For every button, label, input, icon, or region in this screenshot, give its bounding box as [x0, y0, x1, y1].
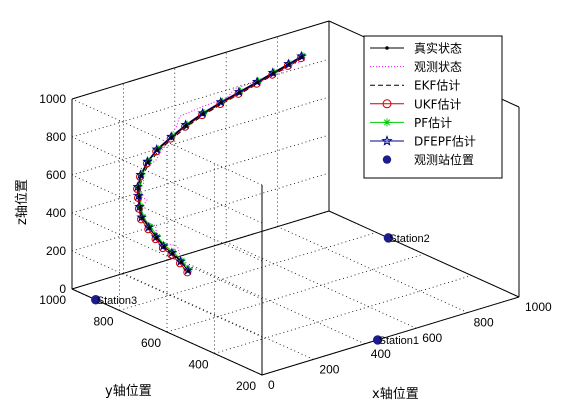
grid-line-z-back — [71, 210, 330, 290]
true-state-marker — [219, 100, 223, 105]
y-axis-label: y轴位置 — [105, 384, 152, 399]
station-label: Station1 — [379, 335, 419, 347]
z-tick-label: 1000 — [39, 92, 66, 106]
legend-label: 观测状态 — [414, 60, 462, 74]
legend-item: DFEPF估计 — [370, 135, 476, 149]
true-state-marker — [147, 226, 151, 230]
true-state-marker — [146, 160, 150, 164]
true-state-marker — [154, 236, 159, 240]
grid-line-y-floor — [166, 253, 425, 333]
true-state-marker — [137, 194, 141, 198]
true-state-marker — [162, 245, 166, 249]
dfepf-estimate-line — [137, 55, 302, 271]
legend-box — [363, 35, 503, 179]
x-tick-label: 200 — [319, 362, 339, 376]
tick-labels: 0200400600800100020040060080010000200400… — [39, 92, 552, 393]
z-tick-label: 200 — [46, 244, 66, 258]
legend-label: DFEPF估计 — [414, 135, 476, 149]
legend-item: UKF估计 — [370, 97, 462, 111]
y-tick-label: 400 — [188, 358, 208, 372]
legend-label: UKF估计 — [414, 97, 462, 111]
true-state-marker — [271, 71, 275, 75]
true-state-marker — [237, 90, 242, 94]
ukf-estimate-line — [136, 57, 302, 273]
grid-line-z-side — [71, 174, 263, 262]
x-tick-label: 400 — [371, 347, 391, 361]
true-state-line — [137, 56, 303, 272]
x-tick-label: 600 — [422, 331, 442, 345]
legend-label: PF估计 — [414, 116, 452, 130]
grid-line-z-back — [71, 172, 330, 252]
grid-line-x-floor — [123, 273, 314, 360]
legend-item: 真实状态 — [370, 41, 462, 56]
y-tick-label: 600 — [141, 336, 161, 350]
legend-item: PF估计 — [370, 116, 452, 130]
z-tick-label: 400 — [46, 206, 66, 220]
z-tick-label: 800 — [46, 130, 66, 144]
legend-item: 观测站位置 — [382, 152, 474, 167]
station-label: Station2 — [389, 233, 429, 245]
grid-line-z-back — [71, 58, 330, 138]
trajectory-curves — [132, 50, 307, 277]
legend-label: 观测站位置 — [414, 152, 474, 167]
grid-line-z-side — [71, 250, 263, 338]
z-tick-label: 600 — [46, 168, 66, 182]
grid-line-x-floor — [277, 226, 468, 313]
grid-line-y-floor — [214, 275, 472, 354]
grid-line-y-floor — [119, 232, 377, 311]
legend-label: EKF估计 — [414, 79, 460, 93]
true-state-marker — [186, 269, 190, 273]
station-marker — [372, 335, 383, 345]
x-tick-label: 0 — [268, 378, 275, 392]
true-state-marker — [136, 185, 140, 189]
grid-line-z-back — [71, 134, 330, 214]
z-axis-label: z轴位置 — [15, 179, 30, 225]
true-state-marker — [170, 135, 174, 139]
true-state-marker — [256, 80, 260, 84]
obs-state-line — [134, 59, 306, 261]
true-state-marker — [140, 216, 144, 220]
legend-item: 观测状态 — [370, 60, 462, 74]
grid-line-x-floor — [174, 257, 365, 345]
grid-line-z-back — [71, 20, 330, 100]
grid-line-x-floor — [226, 241, 417, 329]
true-state-marker — [179, 260, 183, 264]
true-state-marker — [139, 173, 143, 177]
station-label: Station3 — [97, 295, 137, 307]
true-state-marker — [300, 55, 304, 59]
true-state-marker — [155, 148, 159, 152]
true-state-marker — [287, 62, 291, 66]
true-state-marker — [170, 251, 175, 255]
x-tick-label: 1000 — [525, 300, 552, 314]
legend-label: 真实状态 — [414, 41, 462, 56]
station-marker — [383, 233, 394, 243]
y-tick-label: 200 — [236, 379, 256, 393]
stations: Station1 Station2 Station3 — [91, 233, 430, 347]
true-state-marker — [184, 123, 188, 127]
station-marker — [91, 295, 101, 305]
grid-line-z-side — [71, 288, 263, 376]
grid-line-z-back — [71, 96, 330, 176]
legend-item: EKF估计 — [370, 79, 460, 93]
grid-line-z-side — [71, 212, 263, 300]
x-tick-label: 800 — [474, 316, 494, 330]
y-tick-label: 800 — [93, 315, 113, 329]
x-axis-label: x轴位置 — [372, 387, 419, 402]
ekf-estimate-line — [139, 57, 304, 272]
y-tick-label: 1000 — [39, 293, 66, 307]
z-tick-label: 0 — [59, 282, 66, 296]
true-state-marker — [138, 205, 142, 209]
pf-estimate-line — [138, 55, 304, 270]
grid-line-y-floor — [261, 296, 520, 376]
true-state-marker — [201, 112, 205, 116]
grid-lines — [71, 20, 520, 376]
grid-line-z-side — [71, 136, 263, 224]
